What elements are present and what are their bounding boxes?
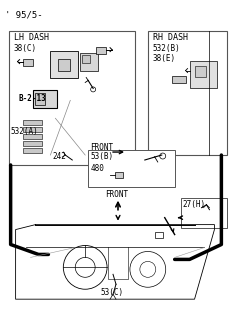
Bar bbox=[23, 141, 43, 146]
Bar bbox=[172, 76, 186, 84]
Bar bbox=[58, 59, 70, 70]
Bar bbox=[195, 66, 207, 77]
Bar bbox=[35, 93, 45, 105]
Text: 532(A): 532(A) bbox=[11, 127, 38, 136]
Bar bbox=[115, 172, 123, 178]
Text: 480: 480 bbox=[90, 164, 104, 173]
Bar bbox=[23, 134, 43, 139]
Bar bbox=[9, 31, 135, 165]
Bar bbox=[82, 55, 90, 63]
Bar bbox=[23, 127, 43, 132]
Text: 532(B): 532(B) bbox=[153, 44, 180, 53]
Text: 27(H): 27(H) bbox=[183, 200, 206, 209]
Bar bbox=[155, 232, 163, 237]
Text: 53(B): 53(B) bbox=[90, 152, 113, 161]
Text: B-2-13: B-2-13 bbox=[19, 94, 46, 103]
Bar bbox=[96, 47, 106, 54]
Bar bbox=[23, 120, 43, 125]
Text: RH DASH: RH DASH bbox=[153, 33, 188, 42]
Text: 242: 242 bbox=[52, 152, 66, 161]
Bar bbox=[148, 31, 227, 155]
Bar bbox=[23, 59, 32, 66]
Bar bbox=[190, 60, 217, 88]
Text: LH DASH: LH DASH bbox=[14, 33, 49, 42]
Bar bbox=[23, 148, 43, 153]
Bar bbox=[32, 91, 57, 108]
Text: FRONT: FRONT bbox=[90, 143, 113, 152]
Text: 53(C): 53(C) bbox=[100, 288, 123, 297]
Text: 38(C): 38(C) bbox=[14, 44, 37, 53]
Bar bbox=[88, 150, 175, 187]
Text: FRONT: FRONT bbox=[105, 190, 128, 199]
Text: 38(E): 38(E) bbox=[153, 54, 176, 63]
Text: ' 95/5-: ' 95/5- bbox=[5, 11, 42, 20]
Bar bbox=[181, 198, 227, 228]
Bar bbox=[80, 52, 98, 70]
Bar bbox=[50, 51, 78, 78]
